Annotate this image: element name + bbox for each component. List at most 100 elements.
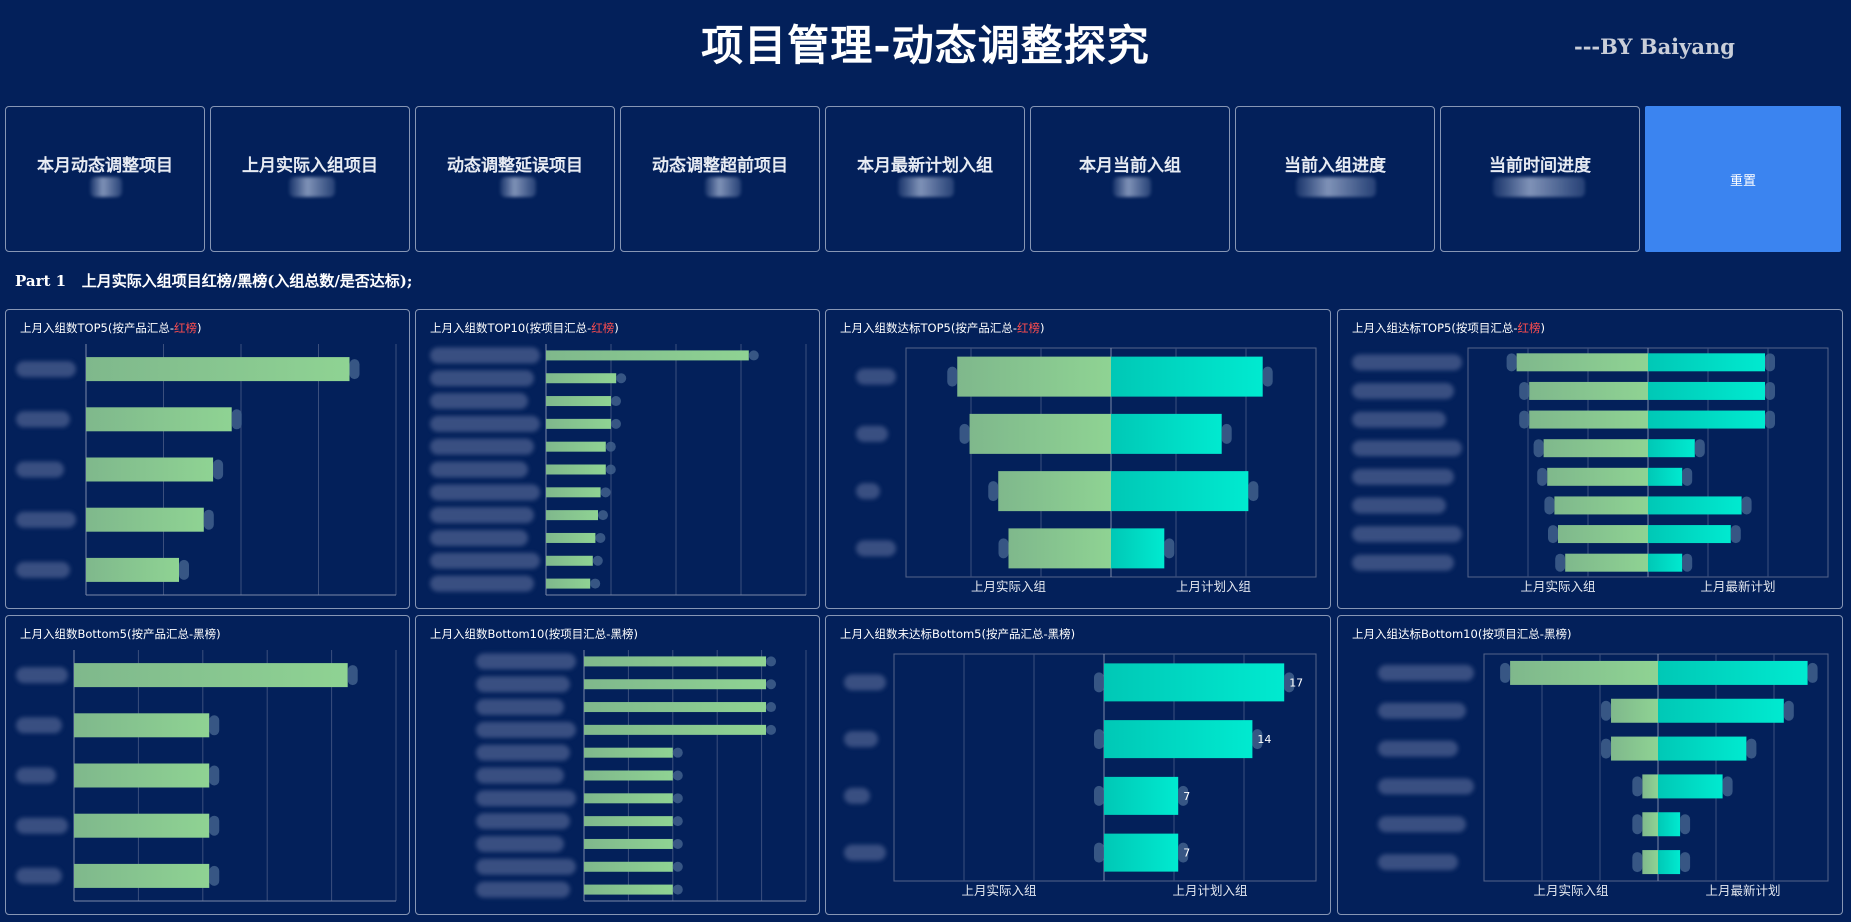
chart-svg: 上月实际入组 上月计划入组 <box>856 347 1317 594</box>
category-label-redacted <box>476 676 570 693</box>
kpi-value-redacted <box>1296 177 1376 197</box>
bar <box>584 656 767 667</box>
bar <box>546 396 611 407</box>
bar-end-marker <box>592 555 603 566</box>
bar-end-marker <box>1783 700 1794 721</box>
bar-left <box>1642 812 1658 837</box>
kpi-value-redacted <box>705 177 741 197</box>
bar <box>584 702 767 713</box>
data-label: 14 <box>1257 733 1271 746</box>
bar-left <box>1543 439 1648 458</box>
category-label-redacted <box>1378 778 1474 795</box>
axis-label-left: 上月实际入组 <box>1533 883 1608 898</box>
bar-end-marker <box>766 702 777 713</box>
axis-label-left: 上月实际入组 <box>971 579 1046 594</box>
bar-right <box>1658 774 1723 799</box>
bar-end-marker <box>347 665 358 686</box>
category-label-redacted <box>430 529 528 546</box>
bar-end-marker <box>1765 410 1775 429</box>
bar-end-marker <box>598 510 608 521</box>
bar <box>546 373 617 384</box>
kpi-card-current-enrolled[interactable]: 本月当前入组 <box>1030 106 1230 252</box>
chart-panel-bottom5-product: 上月入组数Bottom5(按产品汇总-黑榜) <box>5 615 410 915</box>
bar-end-marker <box>1601 738 1612 759</box>
data-label: 7 <box>1183 847 1190 860</box>
category-label-redacted <box>1352 440 1462 457</box>
bar-end-marker <box>1765 381 1775 400</box>
kpi-label: 动态调整延误项目 <box>447 156 583 176</box>
bar-left <box>1642 850 1658 875</box>
bar-end-marker <box>1221 423 1232 444</box>
bar-end-marker <box>947 366 958 387</box>
bar-end-marker <box>1500 662 1511 683</box>
chart-svg: 上月实际入组 上月最新计划 <box>1352 347 1829 594</box>
bar-end-marker <box>1632 814 1643 835</box>
bar <box>546 418 611 429</box>
bar <box>584 884 673 895</box>
kpi-label: 本月当前入组 <box>1079 156 1181 176</box>
bar-end-marker <box>349 359 360 380</box>
bar-end-marker <box>1533 439 1544 458</box>
reset-button[interactable]: 重置 <box>1645 106 1841 252</box>
kpi-label: 当前时间进度 <box>1489 156 1591 176</box>
chart-panel-target-top5-project: 上月入组达标TOP5(按项目汇总-红榜) 上月实际入组 上月最新计划 <box>1337 309 1843 609</box>
category-label-redacted <box>844 674 886 691</box>
chart-panel-missed-bottom5-product: 上月入组数未达标Bottom5(按产品汇总-黑榜) 17 14 7 7 上月实际入组 上月… <box>825 615 1331 915</box>
kpi-card-latest-plan[interactable]: 本月最新计划入组 <box>825 106 1025 252</box>
bar <box>546 555 593 566</box>
category-label-redacted <box>430 552 540 569</box>
kpi-card-monthly-adjusted[interactable]: 本月动态调整项目 <box>5 106 205 252</box>
bar-left <box>969 413 1111 454</box>
axis-label-right: 上月最新计划 <box>1705 883 1780 898</box>
bar-end-marker <box>672 884 683 895</box>
kpi-value-redacted <box>289 177 335 197</box>
bar-left <box>1510 660 1658 685</box>
category-label-redacted <box>16 717 62 734</box>
bar-right <box>1648 353 1765 372</box>
bar <box>584 747 673 758</box>
bar-end-marker <box>1632 852 1643 873</box>
category-label-redacted <box>16 667 68 684</box>
bar-right <box>1104 833 1179 872</box>
chart-panel-target-bottom10-project: 上月入组达标Bottom10(按项目汇总-黑榜) 上月实际入组 上月最新计划 <box>1337 615 1843 915</box>
bar-left <box>957 356 1111 397</box>
category-label-redacted <box>844 731 878 748</box>
bar-end-marker <box>1094 672 1104 693</box>
bar-end-marker <box>1807 662 1818 683</box>
bar <box>584 793 673 804</box>
category-label-redacted <box>476 767 564 784</box>
bar <box>546 510 598 521</box>
category-label-redacted <box>476 790 576 807</box>
bar-end-marker <box>1164 538 1175 559</box>
bar <box>86 357 350 382</box>
bar <box>86 407 232 432</box>
kpi-card-delayed[interactable]: 动态调整延误项目 <box>415 106 615 252</box>
chart-svg <box>430 344 807 596</box>
bar-left <box>1529 410 1648 429</box>
bar-end-marker <box>672 770 683 781</box>
bar-right <box>1111 413 1222 454</box>
chart-svg <box>16 344 397 596</box>
author-byline: ---BY Baiyang <box>1574 34 1735 59</box>
bar <box>86 507 204 532</box>
panel-title: 上月入组数未达标Bottom5(按产品汇总-黑榜) <box>840 627 1076 641</box>
category-label-redacted <box>16 817 68 834</box>
chart-panel-top5-product: 上月入组数TOP5(按产品汇总-红榜) <box>5 309 410 609</box>
bar-end-marker <box>1694 439 1705 458</box>
category-label-redacted <box>1352 468 1454 485</box>
bar <box>546 532 596 543</box>
kpi-card-ahead[interactable]: 动态调整超前项目 <box>620 106 820 252</box>
category-label-redacted <box>16 361 76 378</box>
bar-right <box>1111 528 1165 569</box>
kpi-card-time-progress[interactable]: 当前时间进度 <box>1440 106 1640 252</box>
kpi-label: 本月最新计划入组 <box>857 156 993 176</box>
bar-end-marker <box>1682 467 1693 486</box>
chart-panel-target-top5-product: 上月入组数达标TOP5(按产品汇总-红榜) 上月实际入组 上月计划入组 <box>825 309 1331 609</box>
bar-end-marker <box>1722 776 1733 797</box>
kpi-card-last-month-enrolled[interactable]: 上月实际入组项目 <box>210 106 410 252</box>
bar-right <box>1648 410 1765 429</box>
bar-end-marker <box>209 715 220 736</box>
bar-left <box>1529 381 1648 400</box>
kpi-card-enroll-progress[interactable]: 当前入组进度 <box>1235 106 1435 252</box>
page-title: 项目管理-动态调整探究 <box>701 21 1150 70</box>
